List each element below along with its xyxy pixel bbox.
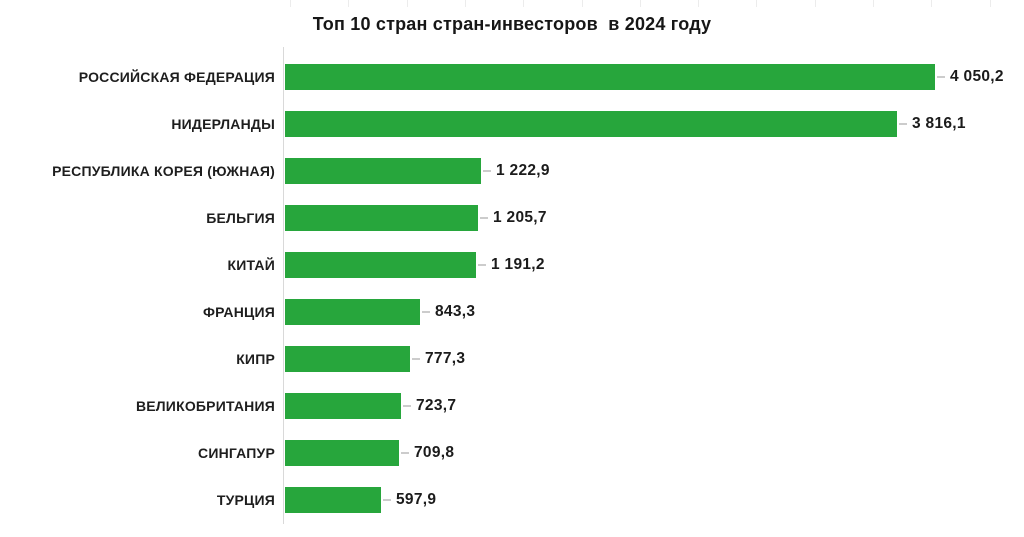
value-label: 777,3 [425,350,466,367]
bar [285,205,478,231]
bar [285,393,401,419]
leader-dash [937,76,945,78]
category-label: РОССИЙСКАЯ ФЕДЕРАЦИЯ [78,69,275,85]
bar [285,299,420,325]
value-label: 3 816,1 [912,115,966,132]
gridline-tick [407,0,408,7]
value-label: 4 050,2 [950,68,1004,85]
value-label: 723,7 [416,397,457,414]
bar-row: СИНГАПУР 709,8 [0,440,1024,466]
leader-dash [478,264,486,266]
bar [285,158,481,184]
leader-dash [401,452,409,454]
bar-row: ФРАНЦИЯ 843,3 [0,299,1024,325]
y-axis-line [283,47,284,524]
gridline-tick [990,0,991,7]
category-label: БЕЛЬГИЯ [206,210,275,226]
gridline-tick [523,0,524,7]
category-label: РЕСПУБЛИКА КОРЕЯ (ЮЖНАЯ) [52,163,275,179]
chart-title: Топ 10 стран стран-инвесторов в 2024 год… [312,14,712,34]
gridline-tick [640,0,641,7]
gridline-tick [873,0,874,7]
leader-dash [412,358,420,360]
category-label: КИПР [236,351,275,367]
category-label: СИНГАПУР [198,445,275,461]
leader-dash [483,170,491,172]
bar-row: ВЕЛИКОБРИТАНИЯ 723,7 [0,393,1024,419]
gridline-tick [815,0,816,7]
bar-row: ТУРЦИЯ 597,9 [0,487,1024,513]
value-label: 597,9 [396,491,437,508]
bar [285,346,410,372]
leader-dash [480,217,488,219]
category-label: ВЕЛИКОБРИТАНИЯ [135,398,275,414]
leader-dash [422,311,430,313]
bar-row: РОССИЙСКАЯ ФЕДЕРАЦИЯ 4 050,2 [0,64,1024,90]
leader-dash [383,499,391,501]
bar-row: КИПР 777,3 [0,346,1024,372]
bar [285,252,476,278]
gridline-tick [465,0,466,7]
category-label: ТУРЦИЯ [216,492,275,508]
bar-row: КИТАЙ 1 191,2 [0,252,1024,278]
bar-row: БЕЛЬГИЯ 1 205,7 [0,205,1024,231]
value-label: 709,8 [414,444,455,461]
category-label: КИТАЙ [227,257,275,273]
gridline-tick [290,0,291,7]
gridline-tick [348,0,349,7]
bar-row: РЕСПУБЛИКА КОРЕЯ (ЮЖНАЯ) 1 222,9 [0,158,1024,184]
value-label: 843,3 [435,303,476,320]
bar [285,64,935,90]
bar [285,440,399,466]
leader-dash [899,123,907,125]
category-label: НИДЕРЛАНДЫ [171,116,275,132]
value-label: 1 222,9 [496,162,550,179]
category-label: ФРАНЦИЯ [202,304,275,320]
value-label: 1 191,2 [491,256,545,273]
leader-dash [403,405,411,407]
gridline-tick [582,0,583,7]
bar-row: НИДЕРЛАНДЫ 3 816,1 [0,111,1024,137]
gridline-tick [756,0,757,7]
gridline-tick [931,0,932,7]
value-label: 1 205,7 [493,209,547,226]
bar [285,487,381,513]
bar [285,111,897,137]
gridline-tick [698,0,699,7]
